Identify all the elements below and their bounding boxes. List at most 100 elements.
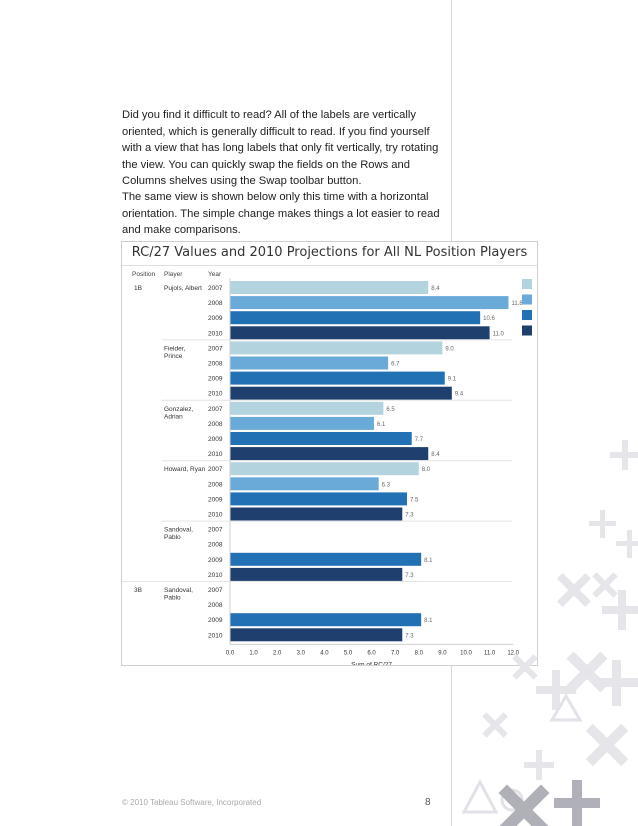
bar-value-label: 11.0 — [493, 331, 505, 337]
year-label: 2007 — [208, 527, 223, 534]
x-tick-label: 4.0 — [320, 650, 329, 656]
bar-value-label: 7.3 — [405, 513, 414, 519]
year-label: 2009 — [208, 557, 223, 564]
footer-copyright: © 2010 Tableau Software, Incorporated — [122, 798, 262, 807]
bar-2010 — [230, 628, 403, 642]
bar-value-label: 8.0 — [422, 467, 431, 473]
bar-2010 — [230, 386, 452, 400]
player-label: Adrian — [164, 413, 183, 420]
x-tick-label: 5.0 — [344, 650, 353, 656]
bar-chart: Position Player Year 1B Pujols, Albert 2007 8.… — [122, 271, 532, 665]
bar-2009 — [230, 432, 412, 445]
year-label: 2008 — [208, 361, 223, 368]
bar-2009 — [230, 613, 422, 627]
x-tick-label: 11.0 — [484, 650, 496, 656]
legend-swatch-2009 — [522, 310, 532, 320]
header-position: Position — [132, 271, 156, 278]
year-label: 2010 — [208, 572, 223, 579]
bar-value-label: 6.5 — [386, 407, 395, 413]
x-tick-label: 2.0 — [273, 650, 282, 656]
x-tick-label: 8.0 — [415, 650, 424, 656]
x-tick-label: 0.0 — [226, 650, 235, 656]
bar-value-label: 6.1 — [377, 422, 386, 428]
year-label: 2010 — [208, 451, 223, 458]
bar-2010 — [230, 447, 429, 461]
bar-value-label: 7.3 — [405, 573, 414, 579]
bar-2008 — [230, 477, 379, 491]
x-tick-label: 7.0 — [391, 650, 400, 656]
year-label: 2009 — [208, 315, 223, 322]
x-tick-label: 10.0 — [460, 650, 472, 656]
bar-value-label: 10.6 — [483, 316, 495, 322]
bar-value-label: 7.5 — [410, 497, 419, 503]
year-label: 2010 — [208, 512, 223, 519]
chart-title-divider — [122, 265, 537, 266]
position-label: 1B — [134, 285, 142, 292]
x-tick-label: 3.0 — [297, 650, 306, 656]
chart-container: RC/27 Values and 2010 Projections for Al… — [121, 241, 538, 666]
player-label: Sandoval, — [164, 587, 193, 594]
x-tick-label: 1.0 — [249, 650, 258, 656]
year-label: 2007 — [208, 345, 223, 352]
description-paragraph: The same view is shown below only this t… — [122, 191, 440, 236]
bar-value-label: 7.7 — [415, 437, 424, 443]
bar-2010 — [230, 507, 403, 521]
x-tick-label: 9.0 — [438, 650, 447, 656]
year-label: 2008 — [208, 542, 223, 549]
bar-2009 — [230, 552, 422, 566]
x-tick-label: 6.0 — [367, 650, 376, 656]
year-label: 2008 — [208, 421, 223, 428]
player-label: Prince — [164, 353, 183, 360]
bar-2009 — [230, 311, 481, 325]
bar-2010 — [230, 567, 403, 581]
bar-value-label: 6.7 — [391, 362, 400, 368]
page-number: 8 — [425, 797, 431, 808]
player-label: Fielder, — [164, 345, 186, 352]
player-label: Howard, Ryan — [164, 466, 206, 473]
bar-2007 — [230, 462, 419, 476]
player-label: Gonzalez, — [164, 406, 193, 413]
year-label: 2007 — [208, 466, 223, 473]
bar-2008 — [230, 356, 389, 370]
bar-2008 — [230, 296, 509, 310]
bar-value-label: 8.4 — [431, 286, 440, 292]
year-label: 2010 — [208, 632, 223, 639]
year-label: 2009 — [208, 617, 223, 624]
bar-value-label: 8.1 — [424, 618, 433, 624]
bar-2010 — [230, 326, 490, 340]
legend-swatch-2008 — [522, 294, 532, 305]
bar-value-label: 9.0 — [445, 346, 454, 352]
player-label: Sandoval, — [164, 527, 193, 534]
header-year: Year — [208, 271, 222, 278]
x-axis-title: Sum of RC/27 — [351, 661, 392, 665]
bar-value-label: 9.1 — [448, 377, 457, 383]
chart-title: RC/27 Values and 2010 Projections for Al… — [131, 245, 528, 260]
bar-2009 — [230, 371, 445, 385]
year-label: 2008 — [208, 300, 223, 307]
year-label: 2009 — [208, 436, 223, 443]
year-label: 2007 — [208, 285, 223, 292]
bar-2007 — [230, 341, 443, 355]
bar-value-label: 11.8 — [511, 301, 523, 307]
bar-value-label: 6.3 — [382, 482, 391, 488]
player-label: Pujols, Albert — [164, 285, 202, 292]
header-player: Player — [164, 271, 183, 278]
year-label: 2009 — [208, 496, 223, 503]
bar-value-label: 8.4 — [431, 452, 440, 458]
intro-paragraph: Did you find it difficult to read? All o… — [122, 109, 439, 187]
legend-swatch-2010 — [522, 325, 532, 336]
bar-2007 — [230, 281, 429, 294]
year-label: 2008 — [208, 602, 223, 609]
player-label: Pablo — [164, 534, 181, 541]
bar-2007 — [230, 401, 384, 415]
position-label: 3B — [134, 587, 142, 594]
bar-value-label: 7.3 — [405, 633, 414, 639]
player-label: Pablo — [164, 595, 181, 602]
bar-2008 — [230, 416, 374, 430]
bar-value-label: 8.1 — [424, 558, 433, 564]
decorative-symbol-pattern — [461, 440, 638, 826]
year-label: 2007 — [208, 406, 223, 413]
year-label: 2008 — [208, 481, 223, 488]
bar-value-label: 9.4 — [455, 392, 464, 398]
bar-2009 — [230, 492, 407, 506]
